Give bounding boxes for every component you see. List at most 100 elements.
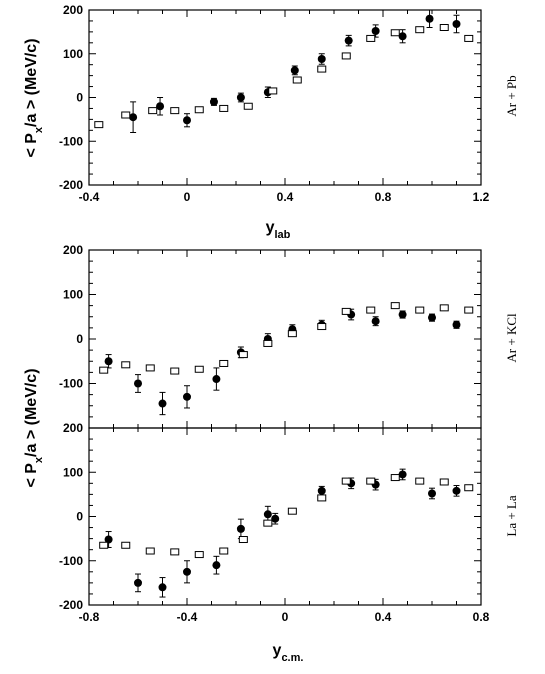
x-tick-label: -0.4: [177, 610, 198, 624]
data-point-open: [439, 24, 449, 31]
data-point-open: [145, 547, 155, 555]
data-point-filled: [452, 20, 461, 28]
x-tick-label: 1.2: [473, 190, 490, 204]
data-point-open: [145, 364, 155, 372]
plot-frame: [88, 9, 482, 186]
panel-ar-pb: -0.4 0 0.4 0.8 1.2 -200 -100 0 100 200: [59, 3, 490, 204]
data-point-open: [238, 351, 248, 359]
data-point-filled: [398, 32, 407, 41]
data-point-filled: [452, 486, 461, 495]
data-point-open: [148, 107, 158, 115]
data-point-open: [366, 306, 376, 314]
y-tick-label: -200: [59, 598, 83, 612]
data-point-open: [366, 477, 376, 485]
data-point-open: [341, 52, 351, 60]
data-point-filled: [212, 561, 221, 570]
data-point-open: [415, 26, 425, 34]
data-point-open: [170, 107, 180, 115]
plot-frame: [88, 249, 482, 429]
data-point-open: [415, 306, 425, 314]
data-point-filled: [317, 55, 326, 63]
data-point-filled: [371, 317, 380, 326]
data-point-filled: [425, 14, 434, 23]
data-point-filled: [398, 470, 407, 479]
data-point-open: [464, 34, 474, 42]
data-point-open: [341, 307, 351, 315]
data-point-open: [99, 366, 109, 374]
data-point-open: [415, 477, 425, 485]
data-point-filled: [158, 583, 167, 592]
data-point-filled: [104, 535, 113, 544]
y-tick-label: 200: [63, 3, 83, 17]
data-point-open: [170, 367, 180, 375]
x-tick-label: -0.4: [79, 190, 100, 204]
data-point-open: [263, 519, 273, 527]
y-tick-label: 100: [63, 47, 83, 61]
data-point-filled: [209, 97, 218, 106]
data-point-open: [219, 359, 229, 367]
data-point-open: [287, 507, 297, 515]
data-point-filled: [134, 578, 142, 587]
data-point-filled: [263, 510, 272, 519]
data-point-filled: [290, 66, 299, 75]
x-tick-label: 0: [282, 610, 289, 624]
data-point-open: [121, 541, 131, 549]
data-point-open: [287, 330, 297, 338]
data-point-open: [390, 302, 400, 310]
data-point-filled: [236, 93, 245, 102]
data-point-open: [219, 104, 229, 112]
data-point-open: [121, 111, 131, 119]
y-tick-label: 200: [63, 243, 83, 257]
data-point-filled: [158, 399, 167, 408]
y-tick-label: -100: [59, 377, 83, 391]
data-point-filled: [212, 375, 221, 384]
data-point-filled: [344, 36, 353, 45]
panel-label-la-la: La + La: [504, 495, 519, 536]
data-point-filled: [452, 320, 461, 329]
y-tick-label: -100: [59, 134, 83, 148]
data-point-open: [94, 121, 104, 129]
x-axis-title-top: ylab: [266, 219, 291, 241]
y-tick-label: 100: [63, 465, 83, 479]
data-point-open: [170, 548, 180, 556]
data-point-open: [317, 494, 327, 502]
panel-la-la: -0.8 -0.4 0 0.4 0.8 -200 -100 0 100 200: [59, 421, 490, 624]
panel-label-ar-pb: Ar + Pb: [504, 75, 519, 116]
panel-label-ar-kcl: Ar + KCl: [504, 313, 519, 363]
data-point-filled: [129, 113, 138, 122]
data-point-open: [194, 551, 204, 559]
data-point-open: [439, 304, 449, 312]
y-tick-label: 0: [76, 332, 83, 346]
y-tick-label: 0: [76, 91, 83, 105]
y-axis-title-top: < Px/a > (MeV/c): [23, 38, 45, 157]
data-point-filled: [104, 357, 113, 366]
data-point-open: [263, 339, 273, 347]
data-point-open: [268, 87, 278, 95]
data-point-filled: [428, 489, 436, 498]
data-point-open: [194, 106, 204, 114]
x-tick-label: -0.8: [79, 610, 100, 624]
data-point-open: [390, 29, 400, 37]
y-axis-title-bottom: < Px/a > (MeV/c): [23, 368, 45, 487]
panel-ar-kcl: -100 0 100 200: [59, 243, 482, 429]
data-point-filled: [428, 313, 436, 322]
data-point-filled: [317, 486, 326, 495]
data-point-open: [341, 477, 351, 485]
x-tick-label: 0.4: [375, 610, 392, 624]
y-tick-label: 200: [63, 421, 83, 435]
data-point-filled: [236, 524, 245, 533]
y-tick-label: 0: [76, 510, 83, 524]
data-point-open: [219, 547, 229, 555]
data-point-open: [439, 478, 449, 486]
y-tick-label: -100: [59, 554, 83, 568]
data-point-open: [317, 65, 327, 73]
data-point-open: [390, 474, 400, 482]
data-point-open: [464, 306, 474, 314]
data-point-filled: [183, 116, 191, 125]
data-point-open: [464, 484, 474, 492]
y-tick-label: -200: [59, 178, 83, 192]
x-axis-title-bottom: yc.m.: [273, 642, 304, 664]
data-point-open: [238, 536, 248, 544]
data-point-open: [317, 323, 327, 331]
